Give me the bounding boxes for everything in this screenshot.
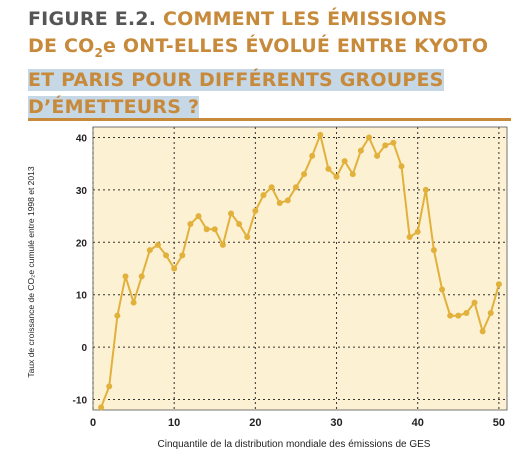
x-tick-label: 0 [90, 417, 96, 429]
x-tick-label: 40 [412, 417, 424, 429]
data-point [203, 226, 210, 233]
data-point [447, 312, 454, 319]
data-point [301, 171, 308, 178]
data-point [439, 286, 446, 293]
data-point [163, 252, 170, 259]
figure-title: FIGURE E.2. COMMENT LES ÉMISSIONS DE CO2… [28, 6, 508, 121]
x-tick-label: 20 [249, 417, 261, 429]
x-tick-label: 30 [330, 417, 342, 429]
data-point [341, 158, 348, 165]
data-point [276, 199, 283, 206]
data-point [179, 252, 186, 259]
data-point [122, 273, 129, 280]
data-point [195, 213, 202, 220]
data-point [414, 228, 421, 235]
data-point [228, 210, 234, 217]
data-point [325, 165, 332, 172]
title-line-4: D’ÉMETTEURS ? [28, 95, 200, 118]
title-line-2a: DE CO [28, 35, 95, 57]
data-point [236, 220, 243, 227]
data-point [187, 220, 194, 227]
data-point [471, 299, 478, 306]
data-point [98, 404, 105, 411]
data-point [154, 241, 161, 248]
data-point [479, 328, 486, 335]
figure-label: FIGURE E.2. [28, 8, 157, 30]
data-point [366, 134, 372, 141]
data-point [219, 241, 226, 248]
y-tick-label: -10 [73, 396, 88, 407]
data-point [106, 383, 113, 390]
data-point [422, 186, 429, 193]
title-rule [28, 118, 511, 121]
data-point [317, 131, 324, 138]
x-axis-label: Cinquantile de la distribution mondiale … [158, 439, 431, 450]
data-point [146, 247, 153, 254]
data-point [260, 192, 267, 199]
title-line-1: COMMENT LES ÉMISSIONS [162, 8, 448, 30]
data-point [130, 299, 137, 306]
data-point [406, 234, 413, 241]
data-point [349, 171, 356, 178]
data-point [292, 184, 299, 191]
x-tick-label: 50 [493, 417, 505, 429]
y-tick-label: 10 [76, 291, 88, 302]
data-point [398, 163, 405, 170]
data-point [487, 310, 494, 317]
data-point [430, 247, 437, 254]
title-line-3: ET PARIS POUR DIFFÉRENTS GROUPES [28, 68, 444, 91]
data-point [268, 184, 275, 191]
y-tick-label: 0 [81, 343, 87, 354]
y-tick-label: 20 [76, 238, 88, 249]
title-line-2-sub: 2 [94, 45, 104, 60]
data-point [309, 152, 316, 159]
data-point [138, 273, 145, 280]
data-point [333, 173, 340, 180]
data-point [382, 142, 389, 149]
data-point [171, 265, 178, 272]
data-point [211, 226, 218, 233]
data-point [463, 310, 470, 317]
y-tick-label: 30 [76, 186, 88, 197]
data-point [284, 197, 291, 204]
data-point [390, 139, 397, 146]
y-axis-label: Taux de croissance de CO₂e cumulé entre … [26, 166, 36, 377]
data-point [495, 281, 502, 288]
plot-frame [92, 126, 508, 411]
y-tick-label: 40 [76, 133, 88, 144]
data-point [252, 207, 259, 214]
data-point [114, 312, 121, 319]
data-point [455, 312, 462, 319]
plot-background [93, 127, 507, 410]
data-point [374, 152, 381, 159]
data-point [357, 147, 364, 154]
x-tick-label: 10 [168, 417, 180, 429]
data-point [244, 234, 251, 241]
title-line-2b: e ONT-ELLES ÉVOLUÉ ENTRE KYOTO [103, 35, 489, 57]
